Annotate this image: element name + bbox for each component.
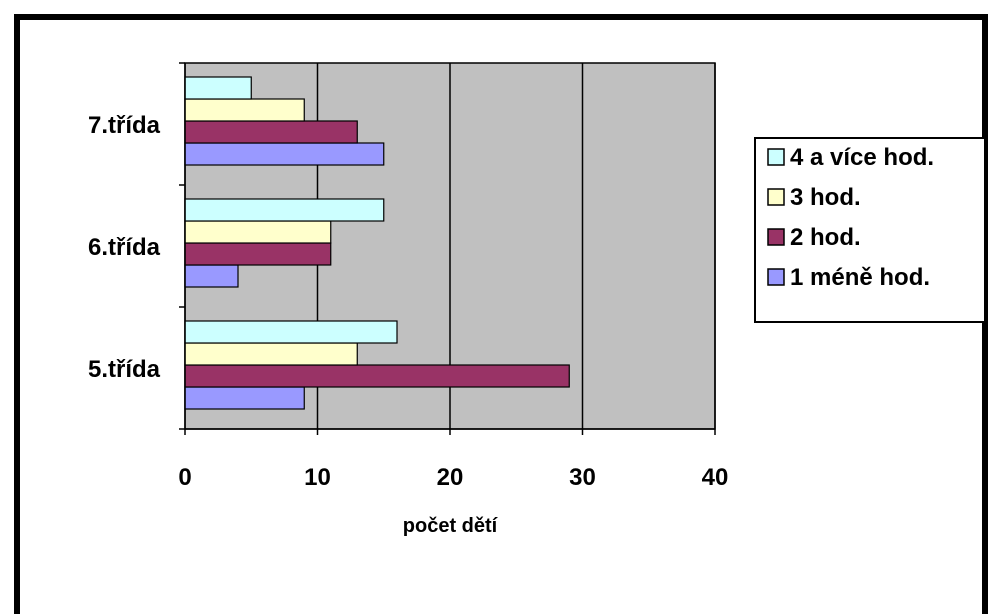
legend-swatch (767, 268, 785, 286)
legend-label: 2 hod. (790, 224, 861, 251)
axes (179, 62, 716, 435)
legend-label: 1 méně hod. (790, 264, 930, 291)
x-tick-labels: 0 10 20 30 40 (178, 464, 728, 491)
bar (184, 142, 385, 166)
bar (184, 320, 398, 344)
legend-box (754, 137, 986, 323)
category-label: 7.třída (88, 112, 161, 139)
bar (184, 386, 305, 410)
x-tick-label: 20 (437, 464, 464, 491)
category-label: 5.třída (88, 356, 161, 383)
bar (184, 242, 332, 266)
x-tick-label: 40 (702, 464, 729, 491)
bar (184, 220, 332, 244)
bar (184, 98, 305, 122)
bar (184, 76, 252, 100)
x-tick-label: 30 (569, 464, 596, 491)
legend-swatch (767, 228, 785, 246)
x-tick-label: 0 (178, 464, 191, 491)
x-tick-label: 10 (304, 464, 331, 491)
category-label: 6.třída (88, 234, 161, 261)
bar (184, 198, 385, 222)
bar-chart: 5.třída 6.třída 7.třída 0 10 20 30 40 počet dě… (88, 62, 986, 537)
bar (184, 264, 239, 288)
legend: 4 a více hod. 3 hod. 2 hod. 1 méně hod. (754, 137, 986, 323)
bars (184, 76, 570, 410)
legend-label: 3 hod. (790, 184, 861, 211)
legend-swatch (767, 188, 785, 206)
bar (184, 342, 358, 366)
category-labels: 5.třída 6.třída 7.třída (88, 112, 161, 383)
legend-swatch (767, 148, 785, 166)
bar (184, 364, 570, 388)
bar (184, 120, 358, 144)
legend-label: 4 a více hod. (790, 144, 934, 171)
x-axis-title: počet dětí (403, 515, 499, 537)
